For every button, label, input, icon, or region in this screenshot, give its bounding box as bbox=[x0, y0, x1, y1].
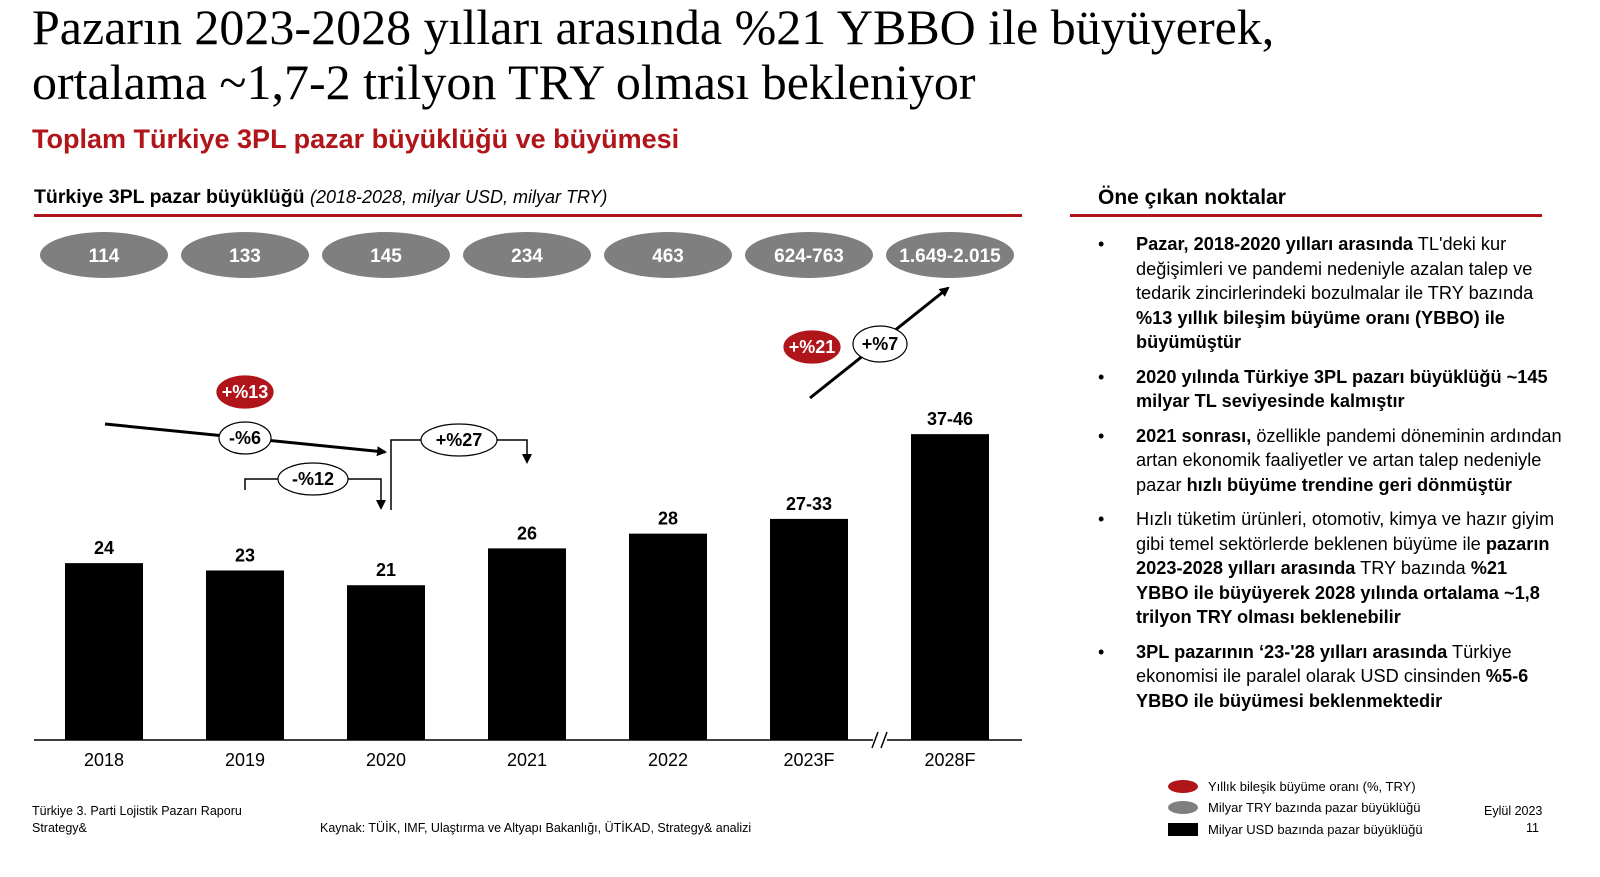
highlight-text: %21 YBBO ile büyüyerek 2028 yılında orta… bbox=[1136, 558, 1540, 627]
chart-heading-bold: Türkiye 3PL pazar büyüklüğü bbox=[34, 186, 305, 208]
bar-value-label: 27-33 bbox=[786, 494, 832, 514]
try-bubble-label: 624-763 bbox=[774, 246, 844, 267]
try-bubble-label: 114 bbox=[89, 246, 120, 267]
x-tick-label: 2018 bbox=[84, 750, 124, 770]
slide-title-line-1: Pazarın 2023-2028 yılları arasında %21 Y… bbox=[32, 0, 1275, 55]
slide-title-line-2: ortalama ~1,7-2 trilyon TRY olması bekle… bbox=[32, 54, 976, 110]
try-bubble bbox=[463, 232, 591, 278]
cagr-label: +%27 bbox=[436, 430, 483, 450]
highlight-text: özellikle pandemi döneminin ardından art… bbox=[1136, 425, 1562, 495]
legend-swatch-cagr bbox=[1168, 780, 1198, 793]
cagr-label: +%21 bbox=[789, 337, 836, 357]
highlight-text: hızlı büyüme trendine geri dönmüştür bbox=[1186, 474, 1512, 495]
highlight-item: 2021 sonrası, özellikle pandemi dönemini… bbox=[1094, 424, 1564, 498]
cagr-label: +%7 bbox=[862, 334, 899, 354]
try-bubble-label: 1.649-2.015 bbox=[899, 246, 1001, 267]
chart-heading-note: (2018-2028, milyar USD, milyar TRY) bbox=[309, 187, 608, 207]
cagr-badge bbox=[218, 421, 272, 455]
cagr-label: -%6 bbox=[229, 428, 261, 448]
x-tick-label: 2023F bbox=[783, 750, 834, 770]
bar-value-label: 37-46 bbox=[927, 409, 973, 429]
bar-2018 bbox=[65, 563, 143, 740]
cagr-badge bbox=[852, 325, 908, 363]
legend-swatch-try bbox=[1168, 801, 1198, 814]
bar-value-label: 24 bbox=[94, 538, 114, 558]
legend-label-cagr: Yıllık bileşik büyüme oranı (%, TRY) bbox=[1208, 779, 1416, 794]
axis-break-mark bbox=[871, 731, 879, 749]
bar-value-label: 23 bbox=[235, 545, 255, 565]
try-bubble-label: 463 bbox=[652, 246, 684, 267]
highlight-text: Hızlı tüketim ürünleri, otomotiv, kimya … bbox=[1136, 509, 1555, 554]
cagr-badge bbox=[420, 423, 498, 457]
chart-heading: Türkiye 3PL pazar büyüklüğü (2018-2028, … bbox=[34, 186, 607, 209]
x-tick-label: 2022 bbox=[648, 750, 688, 770]
highlight-text: TL'deki kur değişimleri ve pandemi neden… bbox=[1136, 234, 1534, 303]
try-bubble bbox=[40, 232, 168, 278]
x-tick-label: 2028F bbox=[924, 750, 975, 770]
try-bubble-label: 145 bbox=[370, 246, 402, 267]
bar-2019 bbox=[206, 570, 284, 740]
market-size-chart: 114 133 145 234 463 624-763 1.649-2.015 24 2018 2… bbox=[34, 232, 1022, 770]
highlight-item: 3PL pazarının ‘23-'28 yılları arasında T… bbox=[1094, 640, 1564, 714]
highlight-text: 2020 yılında Türkiye 3PL pazarı büyüklüğ… bbox=[1136, 366, 1548, 412]
bar-value-label: 26 bbox=[517, 523, 537, 543]
highlights-heading-rule bbox=[1070, 214, 1542, 217]
highlight-text: Pazar, 2018-2020 yılları arasında bbox=[1136, 234, 1414, 254]
highlight-text: TRY bazında bbox=[1355, 558, 1471, 578]
highlights-heading: Öne çıkan noktalar bbox=[1098, 186, 1286, 209]
try-bubble bbox=[322, 232, 450, 278]
x-tick-label: 2021 bbox=[507, 750, 547, 770]
bar-value-label: 28 bbox=[658, 509, 678, 529]
bar-2022 bbox=[629, 533, 707, 740]
try-bubble-label: 133 bbox=[229, 246, 261, 267]
footer-source: Kaynak: TÜİK, IMF, Ulaştırma ve Altyapı … bbox=[320, 821, 752, 835]
highlights-list: Pazar, 2018-2020 yılları arasında TL'dek… bbox=[1094, 232, 1564, 723]
cagr-badge bbox=[277, 462, 349, 496]
footer-date: Eylül 2023 bbox=[1484, 804, 1543, 818]
try-bubble bbox=[745, 232, 873, 278]
cagr-badge-red bbox=[783, 330, 841, 364]
x-tick-label: 2020 bbox=[366, 750, 406, 770]
chart-heading-rule bbox=[34, 214, 1022, 217]
highlight-item: Hızlı tüketim ürünleri, otomotiv, kimya … bbox=[1094, 507, 1564, 630]
highlight-item: 2020 yılında Türkiye 3PL pazarı büyüklüğ… bbox=[1094, 365, 1564, 414]
highlight-text: 2021 sonrası, bbox=[1136, 425, 1252, 446]
axis-break-mark bbox=[880, 731, 888, 749]
bar-2021 bbox=[488, 548, 566, 740]
legend-label-try: Milyar TRY bazında pazar büyüklüğü bbox=[1208, 800, 1421, 815]
highlight-item: Pazar, 2018-2020 yılları arasında TL'dek… bbox=[1094, 232, 1564, 355]
bar-2020 bbox=[347, 585, 425, 740]
cagr-label: -%12 bbox=[292, 469, 334, 489]
try-bubble bbox=[181, 232, 309, 278]
footer-page-number: 11 bbox=[1526, 821, 1539, 835]
try-bubble-label: 234 bbox=[511, 246, 543, 267]
try-bubble bbox=[604, 232, 732, 278]
legend-swatch-usd bbox=[1168, 823, 1198, 836]
bar-value-label: 21 bbox=[376, 560, 396, 580]
highlight-text: %13 yıllık bileşim büyüme oranı (YBBO) i… bbox=[1136, 307, 1505, 353]
bar-2028F bbox=[911, 434, 989, 740]
cagr-label: +%13 bbox=[222, 382, 269, 402]
footer-report-title: Türkiye 3. Parti Lojistik Pazarı Raporu bbox=[32, 804, 242, 818]
legend-label-usd: Milyar USD bazında pazar büyüklüğü bbox=[1208, 822, 1423, 837]
slide-title: Pazarın 2023-2028 yılları arasında %21 Y… bbox=[32, 0, 1572, 110]
try-bubble bbox=[886, 232, 1014, 278]
slide-subtitle: Toplam Türkiye 3PL pazar büyüklüğü ve bü… bbox=[32, 124, 680, 154]
highlight-text: pazarın 2023-2028 yılları arasında bbox=[1136, 533, 1550, 579]
x-tick-label: 2019 bbox=[225, 750, 265, 770]
bar-2023F bbox=[770, 518, 848, 740]
highlight-text: Türkiye ekonomisi ile paralel olarak USD… bbox=[1136, 641, 1512, 687]
highlight-text: %5-6 YBBO ile büyümesi beklenmektedir bbox=[1136, 666, 1529, 711]
footer-brand: Strategy& bbox=[32, 821, 87, 835]
highlight-text: 3PL pazarının ‘23-'28 yılları arasında bbox=[1136, 641, 1448, 662]
cagr-badge-red bbox=[216, 375, 274, 409]
